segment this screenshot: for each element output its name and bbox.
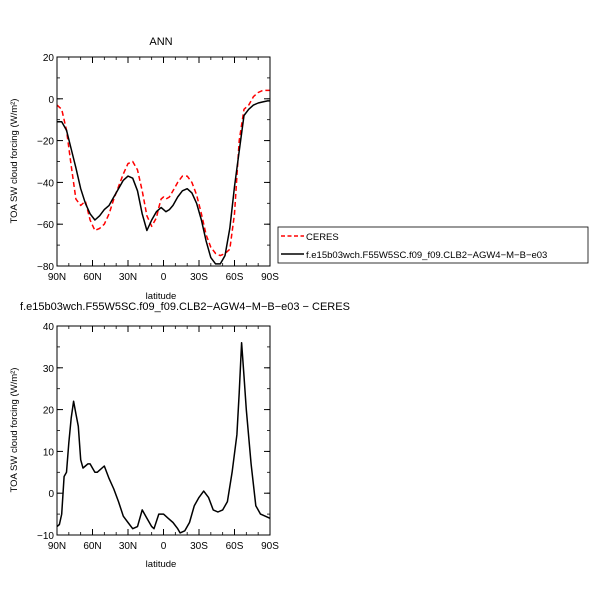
bottom-y-tick-label: 20: [43, 406, 55, 417]
bottom-x-tick-label: 60S: [226, 541, 244, 552]
legend-label-model: f.e15b03wch.F55W5SC.f09_f09.CLB2−AGW4−M−…: [306, 250, 547, 261]
top-x-tick-label: 0: [161, 272, 167, 283]
bottom-x-tick-label: 60N: [83, 541, 101, 552]
bottom-y-tick-label: 10: [43, 447, 55, 458]
bottom-y-tick-label: −10: [37, 531, 54, 542]
bottom-plot-frame: [56, 325, 271, 536]
top-plot-frame: [56, 56, 271, 267]
top-y-tick-label: −60: [37, 220, 54, 231]
bottom-series-line-0: [56, 341, 271, 534]
top-ticks: 90N 60N 30N 0 30S 60S 90S −80 −60 −40 −20 0 20: [37, 53, 279, 283]
top-series-line-0: [56, 89, 270, 257]
top-x-tick-label: 30S: [190, 272, 208, 283]
bottom-x-tick-label: 0: [161, 541, 167, 552]
top-chart-title: ANN: [149, 36, 172, 48]
bottom-x-axis-label: latitude: [146, 559, 177, 570]
top-panel: ANN TOA SW cloud forcing (W/m²) latitude…: [9, 36, 279, 302]
top-x-tick-label: 60S: [226, 272, 244, 283]
top-x-tick-label: 30N: [119, 272, 137, 283]
bottom-x-tick-label: 30S: [190, 541, 208, 552]
bottom-chart-title: f.e15b03wch.F55W5SC.f09_f09.CLB2−AGW4−M−…: [20, 301, 350, 313]
top-y-tick-label: −20: [37, 137, 54, 148]
bottom-y-tick-label: 0: [48, 489, 54, 500]
bottom-x-tick-label: 90N: [48, 541, 66, 552]
top-series-line-1: [57, 100, 270, 265]
legend-box: [277, 226, 589, 264]
top-x-axis-label: latitude: [146, 291, 177, 302]
bottom-x-tick-label: 30N: [119, 541, 137, 552]
top-y-tick-label: −80: [37, 262, 54, 273]
bottom-y-tick-label: 30: [43, 364, 55, 375]
top-x-tick-label: 90S: [261, 272, 279, 283]
legend: CERES f.e15b03wch.F55W5SC.f09_f09.CLB2−A…: [277, 226, 589, 264]
top-y-tick-label: 20: [43, 53, 55, 64]
top-y-tick-label: 0: [48, 95, 54, 106]
top-x-tick-label: 90N: [48, 272, 66, 283]
top-y-tick-label: −40: [37, 178, 54, 189]
bottom-series-lines: [56, 341, 271, 534]
top-series-lines: [56, 89, 270, 265]
bottom-y-tick-label: 40: [43, 322, 55, 333]
bottom-x-tick-label: 90S: [261, 541, 279, 552]
legend-label-ceres: CERES: [306, 232, 339, 243]
bottom-y-axis-label: TOA SW cloud forcing (W/m²): [9, 368, 20, 493]
top-x-tick-label: 60N: [83, 272, 101, 283]
top-y-axis-label: TOA SW cloud forcing (W/m²): [9, 99, 20, 224]
bottom-panel: f.e15b03wch.F55W5SC.f09_f09.CLB2−AGW4−M−…: [9, 301, 350, 570]
